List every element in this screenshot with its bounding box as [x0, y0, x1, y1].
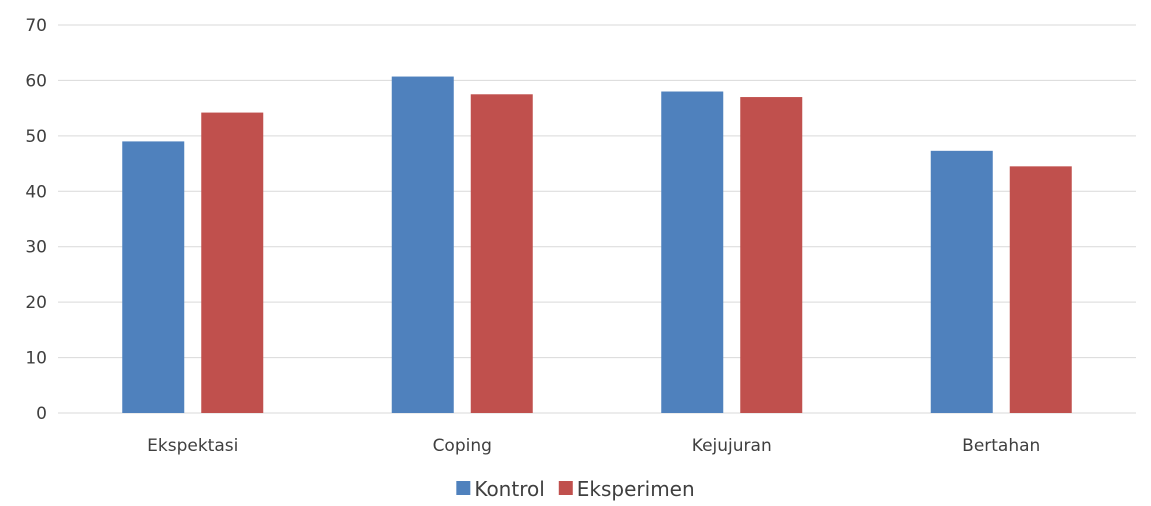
legend-swatch-eksperimen	[558, 481, 573, 495]
x-tick-label: Ekspektasi	[147, 436, 238, 456]
legend-label-eksperimen: Eksperimen	[577, 477, 695, 501]
bar-kontrol-coping	[391, 76, 454, 413]
legend-label-kontrol: Kontrol	[474, 477, 544, 501]
bars	[122, 76, 1072, 414]
x-tick-label: Bertahan	[962, 436, 1040, 456]
x-tick-label: Kejujuran	[692, 436, 772, 456]
bar-kontrol-bertahan	[930, 150, 993, 413]
y-tick-label: 20	[25, 293, 47, 313]
legend: Kontrol Eksperimen	[456, 477, 695, 501]
x-tick-label: Coping	[433, 436, 492, 456]
y-tick-label: 70	[25, 16, 47, 36]
legend-swatch-kontrol	[456, 481, 471, 495]
bar-eksperimen-bertahan	[1009, 166, 1072, 413]
y-tick-label: 10	[25, 349, 47, 369]
bar-eksperimen-kejujuran	[740, 97, 803, 414]
y-tick-label: 60	[25, 71, 47, 91]
y-tick-label: 50	[25, 127, 47, 147]
y-tick-label: 30	[25, 238, 47, 258]
bar-eksperimen-coping	[470, 94, 533, 414]
y-axis-tick-labels: 0 10 20 30 40 50 60 70	[25, 16, 47, 424]
y-tick-label: 0	[36, 404, 47, 424]
bar-kontrol-kejujuran	[661, 91, 724, 413]
x-axis-tick-labels: Ekspektasi Coping Kejujuran Bertahan	[147, 436, 1040, 456]
y-tick-label: 40	[25, 182, 47, 202]
bar-kontrol-ekspektasi	[122, 141, 185, 413]
bar-eksperimen-ekspektasi	[201, 112, 264, 413]
